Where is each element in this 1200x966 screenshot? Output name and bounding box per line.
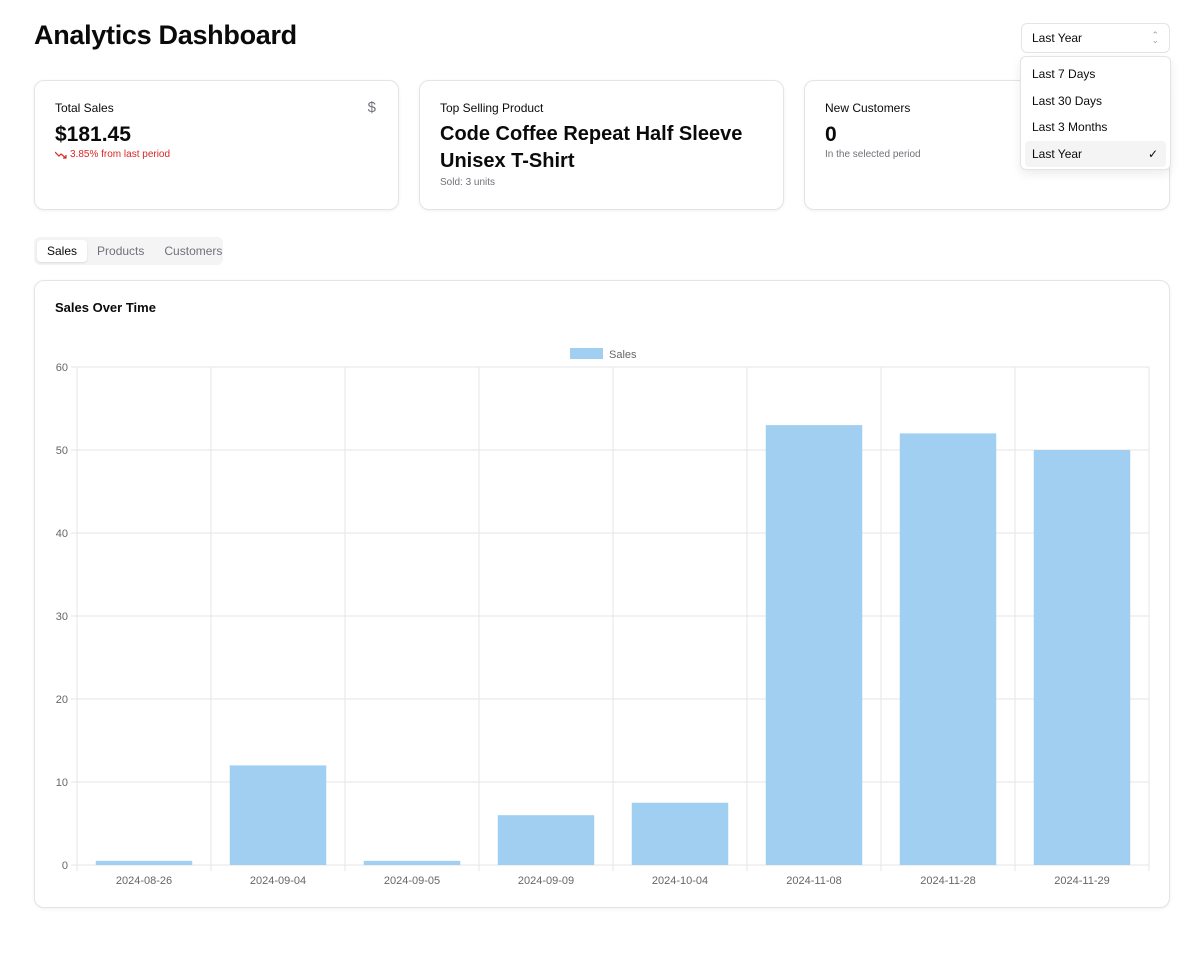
menu-item-last-3-months[interactable]: Last 3 Months (1025, 114, 1166, 141)
units-sold: Sold: 3 units (440, 177, 496, 188)
x-tick-label: 2024-11-29 (1054, 875, 1109, 887)
menu-item-label: Last 30 Days (1032, 93, 1103, 108)
menu-item-last-7-days[interactable]: Last 7 Days (1025, 61, 1166, 88)
bar-2024-09-09 (497, 815, 595, 865)
card-label: Top Selling Product (440, 101, 544, 115)
menu-item-label: Last Year (1032, 146, 1083, 161)
new-customers-value: 0 (825, 123, 837, 146)
bar-2024-09-04 (229, 765, 327, 865)
x-tick-label: 2024-09-05 (384, 875, 440, 887)
y-tick-label: 60 (56, 362, 68, 374)
x-tick-label: 2024-11-28 (920, 875, 975, 887)
total-sales-card: Total Sales $ $181.45 3.85% from last pe… (34, 80, 399, 210)
top-product-card: Top Selling Product Code Coffee Repeat H… (419, 80, 784, 210)
x-tick-label: 2024-09-09 (518, 875, 574, 887)
x-tick-label: 2024-11-08 (786, 875, 841, 887)
top-product-name: Code Coffee Repeat Half Sleeve Unisex T-… (440, 123, 743, 172)
x-tick-label: 2024-09-04 (250, 875, 306, 887)
bar-2024-09-05 (363, 860, 461, 865)
card-label: New Customers (825, 101, 911, 115)
trending-down-icon (55, 151, 67, 159)
tab-customers[interactable]: Customers (164, 244, 223, 258)
menu-item-label: Last 3 Months (1032, 120, 1108, 135)
sales-trend: 3.85% from last period (55, 149, 378, 160)
y-tick-label: 10 (56, 777, 68, 789)
y-tick-label: 0 (62, 860, 68, 872)
menu-item-last-30-days[interactable]: Last 30 Days (1025, 88, 1166, 115)
date-range-select[interactable]: Last Year ⌃ ⌄ (1021, 23, 1170, 53)
sales-chart-card: Sales Over Time 0 10 20 30 40 50 60 2024-08-26 2… (34, 280, 1170, 908)
y-tick-label: 20 (56, 694, 68, 706)
check-icon: ✓ (1147, 146, 1158, 161)
y-tick-label: 50 (56, 445, 68, 457)
chart-title: Sales Over Time (55, 300, 156, 315)
tab-products[interactable]: Products (97, 244, 145, 258)
total-sales-value: $181.45 (55, 123, 131, 146)
bar-2024-11-08 (765, 425, 863, 865)
sales-bar-chart: 0 10 20 30 40 50 60 2024-08-26 2024-09-04 2024-09… (56, 348, 1150, 887)
menu-item-label: Last 7 Days (1032, 67, 1096, 82)
bar-2024-11-29 (1033, 450, 1131, 865)
date-range-value: Last Year (1032, 31, 1083, 45)
legend-swatch (570, 348, 603, 359)
y-tick-label: 40 (56, 528, 68, 540)
bar-2024-10-04 (631, 802, 729, 865)
y-tick-label: 30 (56, 611, 68, 623)
bar-2024-08-26 (95, 860, 193, 865)
bar-2024-11-28 (899, 433, 997, 865)
period-note: In the selected period (825, 149, 921, 160)
card-label: Total Sales (55, 101, 114, 115)
trend-text: 3.85% from last period (70, 149, 171, 160)
legend-label: Sales (609, 349, 637, 361)
x-tick-label: 2024-08-26 (116, 875, 172, 887)
dollar-icon: $ (367, 99, 376, 116)
tab-list: Sales Products Customers (34, 237, 223, 265)
x-tick-label: 2024-10-04 (652, 875, 708, 887)
chevron-up-down-icon: ⌃ ⌄ (1151, 30, 1159, 45)
tab-sales[interactable]: Sales (37, 240, 88, 262)
date-range-menu: Last 7 Days Last 30 Days Last 3 Months L… (1020, 56, 1171, 170)
menu-item-last-year[interactable]: Last Year ✓ (1025, 140, 1166, 167)
page-title: Analytics Dashboard (34, 20, 297, 50)
